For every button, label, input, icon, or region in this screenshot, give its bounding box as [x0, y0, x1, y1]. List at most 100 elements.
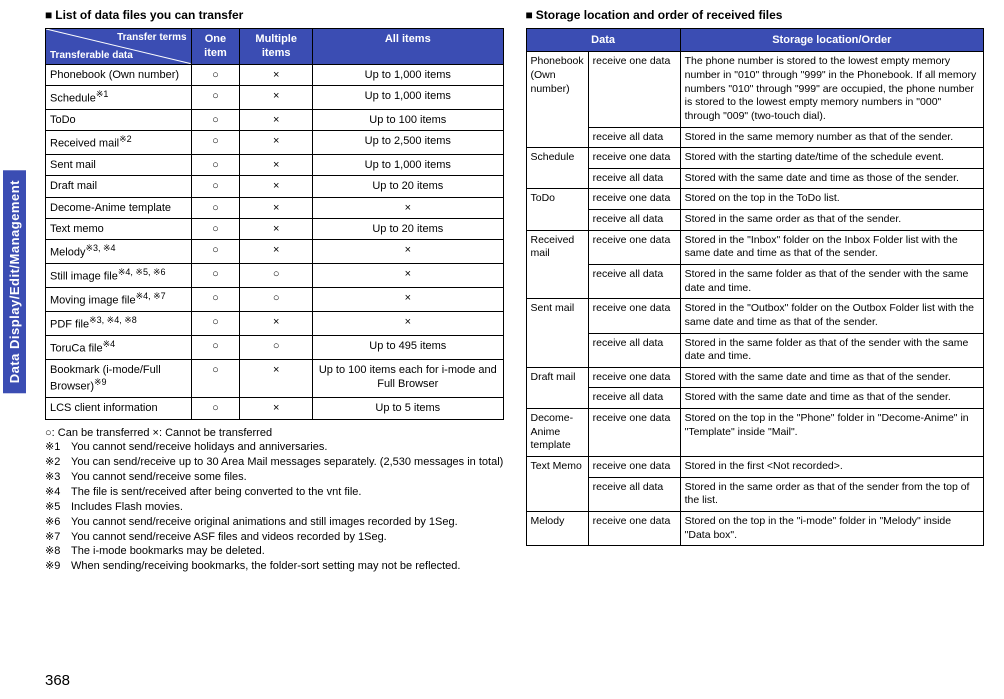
cell-multi: ○: [240, 288, 313, 312]
superscript: ※3, ※4: [85, 243, 115, 253]
row-label: Melody※3, ※4: [46, 240, 192, 264]
cell-all: Up to 1,000 items: [313, 155, 503, 176]
superscript: ※9: [94, 377, 107, 387]
cell-one: ○: [191, 109, 240, 130]
note-row: ※4The file is sent/received after being …: [45, 485, 504, 500]
desc-cell: Stored with the same date and time as th…: [680, 388, 983, 409]
cell-all: Up to 20 items: [313, 218, 503, 239]
table-row: Text memo○×Up to 20 items: [46, 218, 504, 239]
desc-cell: Stored in the "Outbox" folder on the Out…: [680, 299, 983, 333]
desc-cell: Stored in the "Inbox" folder on the Inbo…: [680, 230, 983, 264]
data-cell: Sent mail: [526, 299, 588, 368]
desc-cell: Stored with the starting date/time of th…: [680, 148, 983, 169]
cell-all: Up to 2,500 items: [313, 131, 503, 155]
th-storage: Storage location/Order: [680, 29, 983, 52]
cond-cell: receive one data: [588, 148, 680, 169]
data-cell: Phonebook (Own number): [526, 52, 588, 148]
row-label: ToruCa file※4: [46, 336, 192, 360]
superscript: ※3, ※4, ※8: [89, 315, 137, 325]
desc-cell: Stored on the top in the ToDo list.: [680, 189, 983, 210]
desc-cell: Stored in the first <Not recorded>.: [680, 457, 983, 478]
table-row: Received mail※2○×Up to 2,500 items: [46, 131, 504, 155]
row-label: Moving image file※4, ※7: [46, 288, 192, 312]
cell-all: ×: [313, 288, 503, 312]
table-row: Schedule※1○×Up to 1,000 items: [46, 85, 504, 109]
table-row: Sent mail○×Up to 1,000 items: [46, 155, 504, 176]
cell-multi: ×: [240, 360, 313, 398]
cond-cell: receive one data: [588, 457, 680, 478]
table-row: Decome-Anime templatereceive one dataSto…: [526, 409, 984, 457]
cell-one: ○: [191, 176, 240, 197]
desc-cell: Stored on the top in the "Phone" folder …: [680, 409, 983, 457]
note-text: You cannot send/receive some files.: [71, 470, 247, 485]
cell-one: ○: [191, 336, 240, 360]
cond-cell: receive one data: [588, 299, 680, 333]
cond-cell: receive one data: [588, 52, 680, 127]
desc-cell: Stored in the same folder as that of the…: [680, 333, 983, 367]
row-label: Still image file※4, ※5, ※6: [46, 264, 192, 288]
cond-cell: receive all data: [588, 333, 680, 367]
right-column: Storage location and order of received f…: [526, 8, 985, 574]
table-row: receive all dataStored in the same order…: [526, 210, 984, 231]
cell-multi: ×: [240, 131, 313, 155]
data-cell: Melody: [526, 511, 588, 545]
note-row: ※3You cannot send/receive some files.: [45, 470, 504, 485]
note-row: ※1You cannot send/receive holidays and a…: [45, 440, 504, 455]
note-text: You cannot send/receive original animati…: [71, 515, 458, 530]
cond-cell: receive one data: [588, 230, 680, 264]
desc-cell: Stored with the same date and time as th…: [680, 367, 983, 388]
note-text: You cannot send/receive holidays and ann…: [71, 440, 327, 455]
cell-multi: ×: [240, 155, 313, 176]
storage-table: Data Storage location/Order Phonebook (O…: [526, 28, 985, 546]
note-tag: ※6: [45, 515, 71, 530]
cell-multi: ×: [240, 64, 313, 85]
superscript: ※4, ※7: [136, 291, 166, 301]
table-row: Schedulereceive one dataStored with the …: [526, 148, 984, 169]
table-row: Phonebook (Own number)receive one dataTh…: [526, 52, 984, 127]
cell-all: Up to 20 items: [313, 176, 503, 197]
cell-one: ○: [191, 398, 240, 419]
page-content: List of data files you can transfer Tran…: [0, 0, 1004, 582]
row-label: ToDo: [46, 109, 192, 130]
cell-one: ○: [191, 64, 240, 85]
note-tag: ※3: [45, 470, 71, 485]
cell-all: ×: [313, 264, 503, 288]
note-tag: ※1: [45, 440, 71, 455]
cell-multi: ○: [240, 264, 313, 288]
note-text: The i-mode bookmarks may be deleted.: [71, 544, 265, 559]
table-row: Decome-Anime template○××: [46, 197, 504, 218]
row-label: Draft mail: [46, 176, 192, 197]
table-row: Moving image file※4, ※7○○×: [46, 288, 504, 312]
cell-multi: ○: [240, 336, 313, 360]
superscript: ※1: [96, 89, 109, 99]
cond-cell: receive one data: [588, 367, 680, 388]
cell-all: Up to 1,000 items: [313, 64, 503, 85]
left-title: List of data files you can transfer: [45, 8, 504, 22]
cond-cell: receive one data: [588, 511, 680, 545]
cell-one: ○: [191, 155, 240, 176]
th-all: All items: [313, 29, 503, 65]
note-text: You can send/receive up to 30 Area Mail …: [71, 455, 503, 470]
note-tag: ※9: [45, 559, 71, 574]
table-row: Sent mailreceive one dataStored in the "…: [526, 299, 984, 333]
table-row: receive all dataStored in the same folde…: [526, 333, 984, 367]
cell-multi: ×: [240, 176, 313, 197]
cell-one: ○: [191, 240, 240, 264]
note-tag: ※7: [45, 530, 71, 545]
note-text: The file is sent/received after being co…: [71, 485, 361, 500]
diag-bl: Transferable data: [50, 49, 133, 62]
note-row: ※9When sending/receiving bookmarks, the …: [45, 559, 504, 574]
note-text: You cannot send/receive ASF files and vi…: [71, 530, 387, 545]
cond-cell: receive all data: [588, 477, 680, 511]
cell-multi: ×: [240, 109, 313, 130]
table-row: Still image file※4, ※5, ※6○○×: [46, 264, 504, 288]
cell-multi: ×: [240, 85, 313, 109]
note-tag: ※8: [45, 544, 71, 559]
row-label: Sent mail: [46, 155, 192, 176]
table-row: receive all dataStored in the same order…: [526, 477, 984, 511]
left-column: List of data files you can transfer Tran…: [45, 8, 504, 574]
note-tag: ※5: [45, 500, 71, 515]
cell-one: ○: [191, 197, 240, 218]
data-cell: Text Memo: [526, 457, 588, 512]
page-number: 368: [45, 672, 70, 689]
